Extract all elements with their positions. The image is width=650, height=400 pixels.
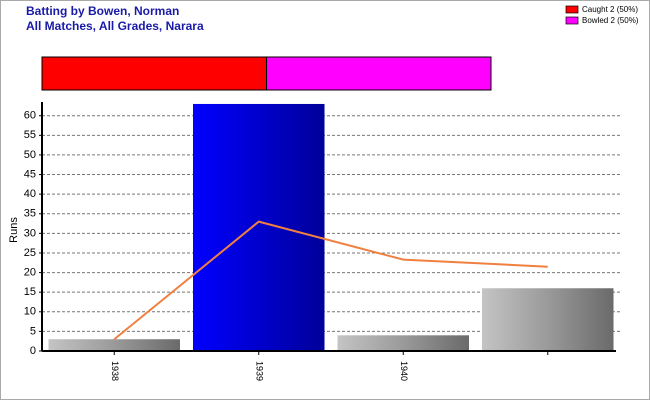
x-tick-label: 1940	[399, 361, 409, 381]
legend-label: Caught 2 (50%)	[582, 5, 638, 14]
bar	[193, 103, 325, 351]
legend-swatch	[565, 16, 579, 25]
x-tick-label: 1939	[254, 361, 264, 381]
chart-subtitle: All Matches, All Grades, Narara	[26, 19, 204, 33]
bar	[48, 339, 180, 351]
y-tick-label: 45	[24, 168, 36, 180]
y-tick-label: 0	[30, 345, 36, 357]
dismissal-segment	[41, 56, 267, 91]
legend-swatch	[565, 5, 579, 14]
y-tick-label: 60	[24, 110, 36, 122]
y-axis-label: Runs	[8, 217, 20, 243]
dismissal-segment	[266, 56, 492, 91]
y-tick-label: 20	[24, 266, 36, 278]
y-tick-label: 15	[24, 286, 36, 298]
bar	[337, 335, 469, 351]
y-tick-label: 55	[24, 129, 36, 141]
y-tick-label: 5	[30, 325, 36, 337]
average-line	[113, 220, 548, 341]
legend-label: Bowled 2 (50%)	[582, 16, 639, 25]
y-tick-label: 50	[24, 149, 36, 161]
x-tick-label: 1938	[110, 361, 120, 381]
y-tick-label: 35	[24, 208, 36, 220]
y-tick-label: 30	[24, 227, 36, 239]
chart-title: Batting by Bowen, Norman	[26, 4, 179, 18]
y-tick-label: 40	[24, 188, 36, 200]
y-tick-label: 10	[24, 306, 36, 318]
bar	[482, 288, 614, 351]
y-tick-label: 25	[24, 247, 36, 259]
